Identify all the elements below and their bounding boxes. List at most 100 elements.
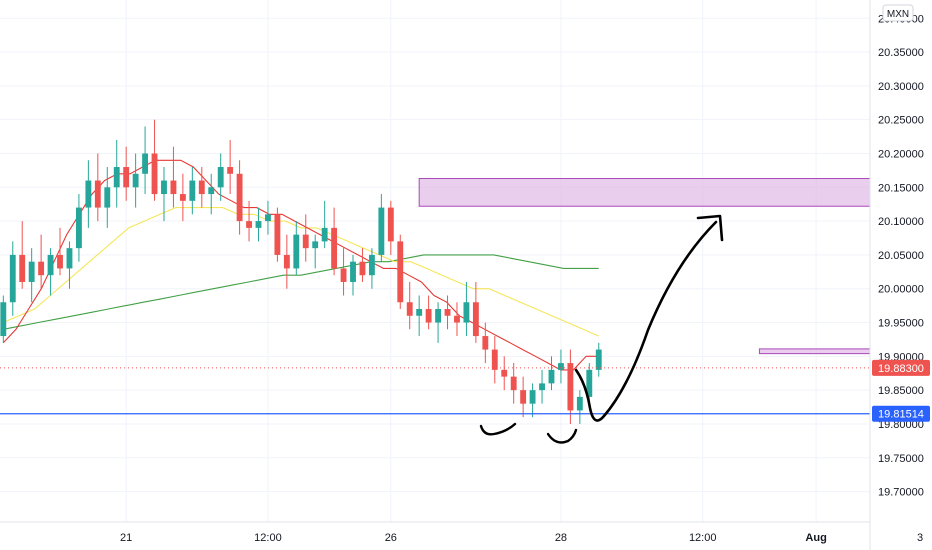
candle-body	[85, 180, 92, 208]
currency-label: MXN	[887, 9, 909, 20]
time-tick-label: 3	[917, 532, 923, 544]
candle-body	[425, 309, 432, 323]
candle-body	[548, 369, 555, 384]
candle-body	[265, 214, 271, 222]
projection-arrow-head	[696, 214, 724, 242]
price-levels	[0, 367, 870, 415]
candle-body	[75, 207, 82, 249]
price-tick-label: 20.20000	[878, 148, 924, 160]
user-drawings	[479, 214, 724, 444]
candle-body	[331, 227, 338, 269]
price-tick-label: 19.70000	[878, 487, 924, 499]
candle-body	[246, 221, 252, 228]
chart-grid	[0, 0, 921, 522]
candle-body	[539, 383, 545, 391]
candle-body	[283, 254, 290, 269]
time-tick-label: 12:00	[689, 532, 717, 544]
candle-body	[142, 153, 149, 174]
price-tick-label: 20.35000	[878, 47, 924, 59]
candle-body	[189, 180, 196, 201]
candle-body	[558, 363, 564, 370]
price-tick-label: 20.15000	[878, 182, 924, 194]
candle-body	[38, 261, 45, 276]
candle-body	[113, 167, 120, 188]
last-price-tag: 19.88300	[878, 363, 924, 375]
candle-body	[416, 309, 423, 316]
candle-body	[501, 369, 508, 377]
time-tick-label: 12:00	[254, 532, 282, 544]
ma-mid-line	[3, 207, 599, 337]
candle-body	[0, 302, 7, 337]
currency-badge-box	[882, 4, 914, 22]
price-tick-label: 19.75000	[878, 453, 924, 465]
candle-body	[463, 302, 470, 323]
candle-body	[567, 363, 574, 411]
candle-body	[47, 254, 54, 276]
candle-body	[161, 180, 167, 195]
moving-averages	[2, 159, 599, 371]
candle-body	[368, 254, 375, 276]
candle-body	[435, 309, 442, 323]
price-tick-label: 19.95000	[878, 318, 924, 330]
candle-body	[94, 180, 101, 208]
candle-body	[586, 369, 593, 397]
time-tick-label: 28	[555, 532, 567, 544]
candle-body	[472, 302, 479, 337]
candle-body	[302, 234, 309, 249]
candle-body	[529, 390, 536, 404]
projection-arrow-path	[574, 220, 718, 422]
price-tick-label: 19.85000	[878, 385, 924, 397]
candle-body	[454, 315, 460, 323]
candle-body	[132, 173, 139, 188]
candle-body	[340, 268, 347, 282]
last-price-tag-box	[872, 359, 930, 376]
candle-body	[217, 167, 224, 188]
candle-body	[104, 187, 111, 208]
zone-rect	[418, 178, 932, 207]
candle-body	[359, 261, 366, 276]
candle-body	[227, 167, 234, 174]
candle-body	[179, 194, 186, 201]
candle-body	[387, 207, 394, 242]
time-tick-label: Aug	[805, 532, 826, 544]
head-curve	[546, 428, 578, 444]
candle-body	[510, 376, 517, 391]
ma-fast-line	[2, 159, 599, 371]
support-tag-box	[872, 405, 930, 422]
candle-body	[198, 180, 205, 195]
candle-body	[312, 241, 319, 249]
candle-body	[406, 302, 413, 316]
price-tick-label: 19.80000	[878, 419, 924, 431]
candle-body	[170, 180, 177, 195]
time-tick-label: 21	[120, 532, 132, 544]
price-tick-label: 20.05000	[878, 250, 924, 262]
candle-body	[444, 309, 451, 316]
candle-body	[208, 187, 215, 195]
price-axis-panel[interactable]	[870, 0, 932, 522]
candle-body	[576, 396, 583, 411]
candle-body	[9, 254, 16, 303]
currency-badge[interactable]: MXN	[882, 4, 914, 22]
price-tick-label: 20.10000	[878, 216, 924, 228]
candle-body	[397, 241, 404, 303]
left-shoulder-curve	[479, 422, 517, 436]
candle-body	[350, 261, 356, 282]
candle-body	[19, 254, 26, 282]
candle-body	[28, 261, 35, 282]
candle-body	[595, 349, 602, 370]
ma-slow-line	[3, 254, 599, 330]
price-tags: 19.88300 19.81514	[872, 359, 930, 422]
price-axis-ticks: 20.4000020.3500020.3000020.2500020.20000…	[878, 13, 924, 498]
candlesticks	[0, 119, 602, 424]
candle-body	[57, 254, 63, 269]
candle-body	[491, 349, 498, 370]
price-tick-label: 20.25000	[878, 115, 924, 127]
price-tick-label: 20.30000	[878, 81, 924, 93]
candle-body	[236, 173, 243, 222]
demand-supply-zones	[418, 178, 932, 355]
support-tag: 19.81514	[878, 409, 924, 421]
candle-body	[520, 390, 527, 404]
candle-body	[482, 336, 489, 350]
